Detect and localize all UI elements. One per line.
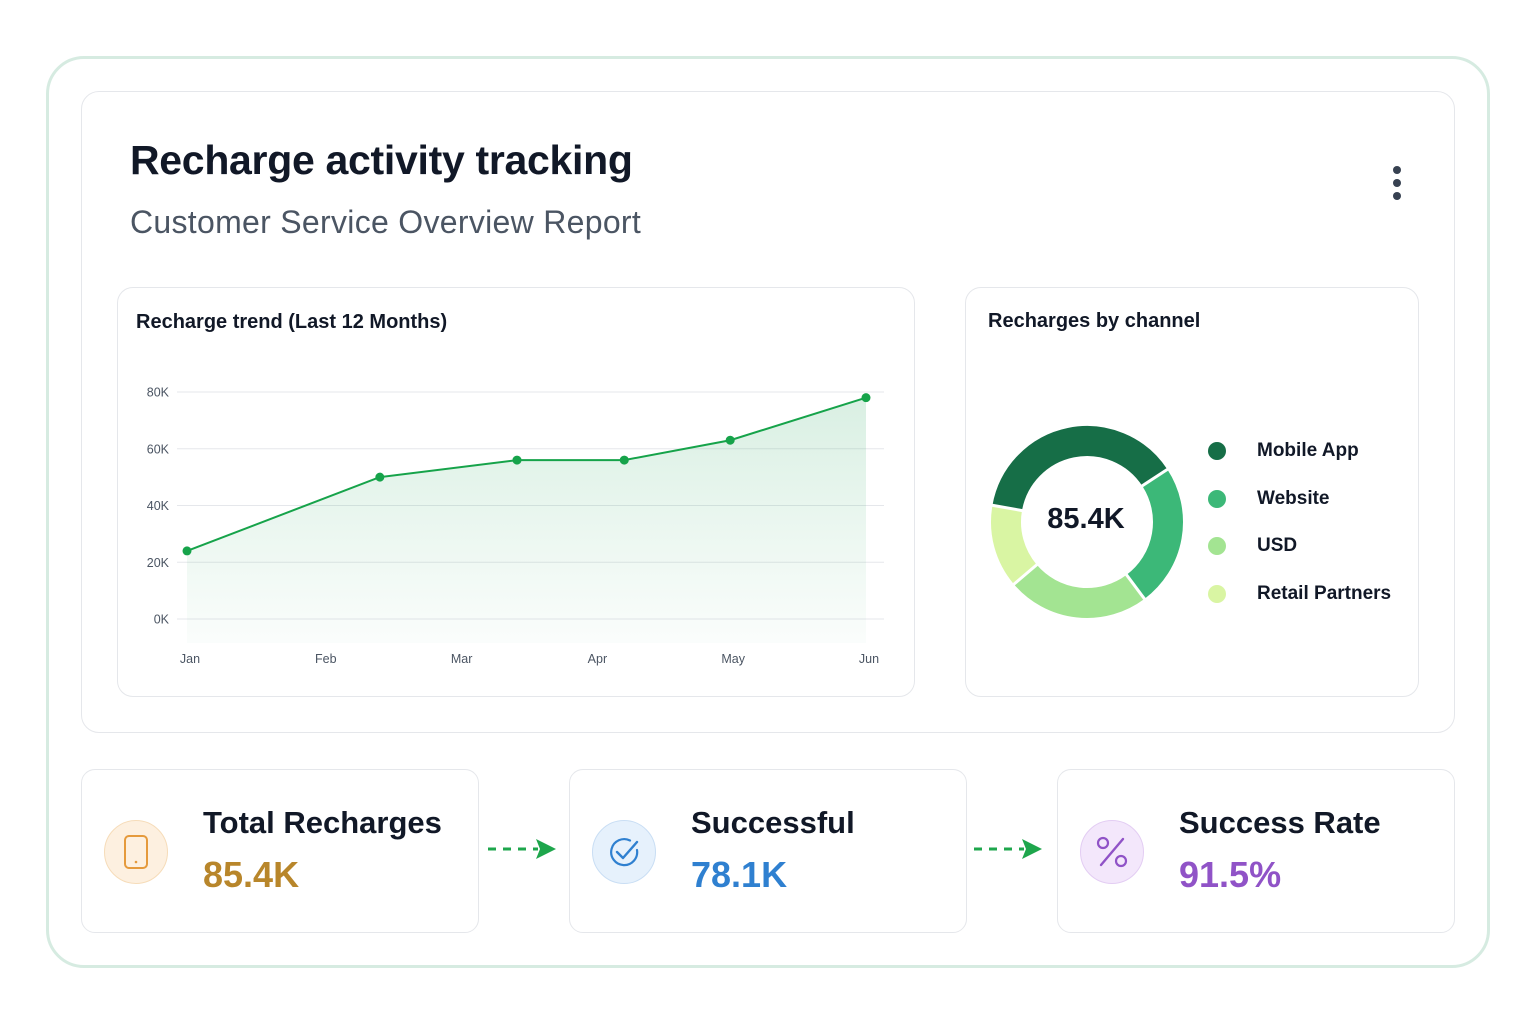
trend-data-point[interactable] [182, 546, 192, 556]
x-tick-label: Feb [315, 652, 337, 666]
y-tick-label: 60K [147, 442, 170, 456]
x-tick-label: Apr [588, 652, 607, 666]
more-vertical-icon[interactable] [1384, 162, 1410, 204]
dashed-arrow-right-icon [974, 839, 1042, 859]
channel-legend: Mobile App Website USD Retail Partners [1208, 436, 1391, 626]
donut-slice-retail-partners[interactable] [991, 505, 1038, 585]
y-tick-label: 0K [154, 613, 170, 627]
recharges-by-channel-panel [965, 287, 1419, 697]
y-tick-label: 40K [147, 499, 170, 513]
page-title: Recharge activity tracking [130, 137, 633, 183]
kpi-label: Success Rate [1179, 805, 1381, 840]
legend-dot [1208, 489, 1226, 508]
trend-data-point[interactable] [512, 455, 522, 465]
menu-dot [1393, 192, 1401, 200]
legend-label: USD [1257, 535, 1298, 556]
kpi-value: 78.1K [691, 854, 788, 895]
kpi-label: Successful [691, 805, 855, 840]
y-tick-label: 20K [147, 556, 170, 570]
legend-item-website[interactable]: Website [1208, 484, 1391, 514]
donut-slice-mobile-app[interactable] [992, 426, 1168, 512]
trend-data-point[interactable] [375, 472, 385, 482]
trend-area [187, 397, 866, 643]
donut-center-value: 85.4K [1047, 503, 1125, 535]
channel-chart-title: Recharges by channel [988, 310, 1201, 332]
trend-line [186, 396, 867, 552]
legend-dot [1208, 442, 1226, 460]
legend-label: Mobile App [1257, 440, 1359, 461]
x-tick-label: May [721, 652, 745, 666]
donut-separator [991, 503, 1024, 513]
kpi-value: 91.5% [1179, 854, 1282, 895]
donut-slice-website[interactable] [1126, 469, 1183, 599]
kpi-card-total-recharges[interactable]: Total Recharges 85.4K [81, 769, 479, 933]
x-tick-label: Jun [859, 652, 879, 666]
x-tick-label: Jan [180, 652, 200, 666]
legend-item-usd[interactable]: USD [1208, 531, 1391, 561]
smartphone-icon [104, 820, 168, 884]
donut-separator [1140, 467, 1169, 488]
kpi-card-success-rate[interactable]: Success Rate 91.5% [1057, 769, 1455, 933]
legend-dot [1208, 584, 1226, 603]
donut-slice-usd[interactable] [1013, 564, 1145, 618]
kpi-card-successful[interactable]: Successful 78.1K [569, 769, 967, 933]
percent-icon [1080, 820, 1144, 884]
kpi-value: 85.4K [203, 854, 300, 895]
check-circle-icon [592, 820, 656, 884]
legend-label: Retail Partners [1257, 582, 1392, 604]
recharge-trend-chart: 0K 20K 40K 60K 80K Jan Feb Mar Apr May Jun [147, 386, 884, 666]
donut-separator [1012, 562, 1039, 587]
legend-item-mobile-app[interactable]: Mobile App [1208, 436, 1391, 466]
trend-data-point[interactable] [725, 435, 735, 445]
kpi-label: Total Recharges [203, 805, 442, 840]
menu-dot [1393, 179, 1401, 187]
donut-separator [1124, 573, 1147, 601]
channel-donut-chart [991, 426, 1183, 618]
page-subtitle: Customer Service Overview Report [130, 204, 642, 240]
legend-item-retail-partners[interactable]: Retail Partners [1208, 579, 1391, 609]
trend-data-point[interactable] [619, 455, 629, 465]
legend-dot [1208, 537, 1226, 555]
trend-data-point[interactable] [861, 393, 871, 403]
legend-label: Website [1257, 487, 1330, 509]
y-tick-label: 80K [147, 386, 170, 400]
x-tick-label: Mar [451, 652, 473, 666]
menu-dot [1393, 166, 1401, 174]
trend-chart-title: Recharge trend (Last 12 Months) [136, 311, 448, 333]
dashed-arrow-right-icon [488, 839, 556, 859]
